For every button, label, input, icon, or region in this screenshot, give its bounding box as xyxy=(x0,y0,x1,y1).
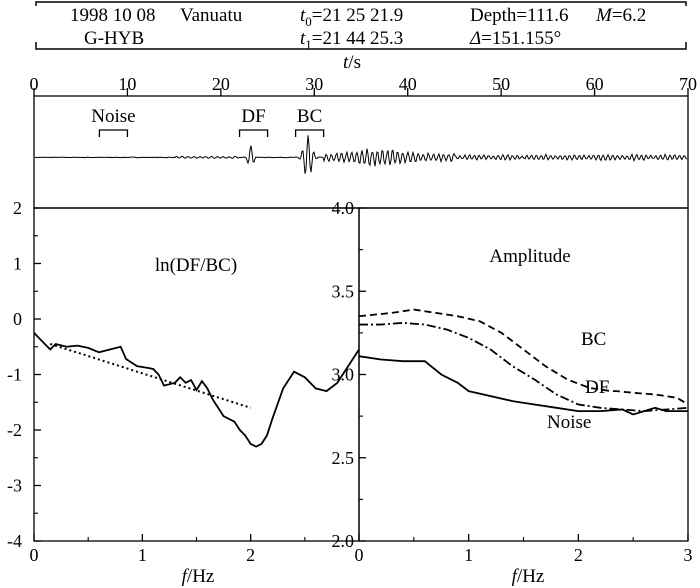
amplitude-title: Amplitude xyxy=(489,246,570,267)
time-tick-label: 50 xyxy=(492,74,510,94)
y-tick-label: 1 xyxy=(13,254,22,274)
y-tick-label: 4.0 xyxy=(332,198,355,218)
window-label: DF xyxy=(241,106,265,127)
ratio-title: ln(DF/BC) xyxy=(155,255,237,276)
y-tick-label: -2 xyxy=(7,420,22,440)
window-label: Noise xyxy=(91,106,135,127)
x-tick-label: 2 xyxy=(574,545,583,565)
series-line-line-1 xyxy=(49,343,251,409)
ratio-ticks: 2 1 0 -1 -2 -3 -4 0 1 2 xyxy=(7,198,306,565)
header-origin-time: t0=21 25 21.9 xyxy=(300,5,403,29)
legend-label-df: DF xyxy=(585,377,609,398)
time-tick-label: 60 xyxy=(586,74,604,94)
window-bracket xyxy=(98,129,129,137)
series-line-line-0 xyxy=(33,332,360,448)
time-tick-label: 20 xyxy=(212,74,230,94)
amplitude-series xyxy=(358,308,689,416)
series-line-noise xyxy=(358,355,688,416)
time-tick-label: 30 xyxy=(305,74,323,94)
time-tick-label: 0 xyxy=(30,74,39,94)
series-line-bc xyxy=(358,308,689,406)
header-distance: Δ=151.155° xyxy=(469,28,561,49)
series-line-df xyxy=(359,321,689,413)
header-station: G-HYB xyxy=(84,28,144,49)
header-depth: Depth=111.6 xyxy=(470,5,569,26)
y-tick-label: 2.0 xyxy=(332,531,355,551)
y-tick-label: 2 xyxy=(13,198,22,218)
x-tick-label: 0 xyxy=(30,545,39,565)
x-tick-label: 3 xyxy=(684,545,693,565)
x-tick-label: 1 xyxy=(138,545,147,565)
time-axis-label: t/s xyxy=(343,52,361,73)
window-bracket xyxy=(294,129,325,137)
amplitude-panel: 4.0 3.5 3.0 2.5 2.00 1 2 3 Amplitude BC DF Nois… xyxy=(332,198,693,587)
y-tick-label: 0 xyxy=(13,309,22,329)
amplitude-x-label: f/Hz xyxy=(512,566,545,587)
header-magnitude: M=6.2 xyxy=(595,5,646,26)
amplitude-ticks: 4.0 3.5 3.0 2.5 2.00 1 2 3 xyxy=(332,198,693,565)
legend-label-bc: BC xyxy=(581,329,606,350)
y-tick-label: 3.5 xyxy=(332,281,355,301)
header-date: 1998 10 08 xyxy=(70,5,156,26)
window-label: BC xyxy=(297,106,322,127)
header-box: 1998 10 08 Vanuatu t0=21 25 21.9 Depth=1… xyxy=(35,1,687,52)
header-region: Vanuatu xyxy=(180,5,243,26)
ratio-panel: 2 1 0 -1 -2 -3 -4 0 1 2 ln(DF/BC) f/Hz xyxy=(7,198,360,587)
y-tick-label: -3 xyxy=(7,476,22,496)
y-tick-label: 3.0 xyxy=(332,365,355,385)
y-tick-label: -1 xyxy=(7,365,22,385)
time-tick-label: 70 xyxy=(679,74,697,94)
seismogram-windows: Noise DF BC xyxy=(91,106,325,137)
y-tick-label: 2.5 xyxy=(332,448,355,468)
ratio-series xyxy=(33,332,360,448)
x-tick-label: 2 xyxy=(246,545,255,565)
header-arrival-time: t1=21 44 25.3 xyxy=(300,28,403,52)
seismogram-trace xyxy=(34,135,688,174)
seismogram-panel: 0 10 20 30 40 50 60 70 Noise DF BC xyxy=(30,74,697,209)
time-tick-label: 40 xyxy=(399,74,417,94)
window-bracket xyxy=(238,129,269,137)
x-tick-label: 0 xyxy=(355,545,364,565)
y-tick-label: -4 xyxy=(7,531,22,551)
ratio-x-label: f/Hz xyxy=(182,566,215,587)
legend-label-noise: Noise xyxy=(547,412,591,433)
x-tick-label: 1 xyxy=(464,545,473,565)
time-tick-label: 10 xyxy=(118,74,136,94)
seismogram-ticks: 0 10 20 30 40 50 60 70 xyxy=(30,74,697,96)
